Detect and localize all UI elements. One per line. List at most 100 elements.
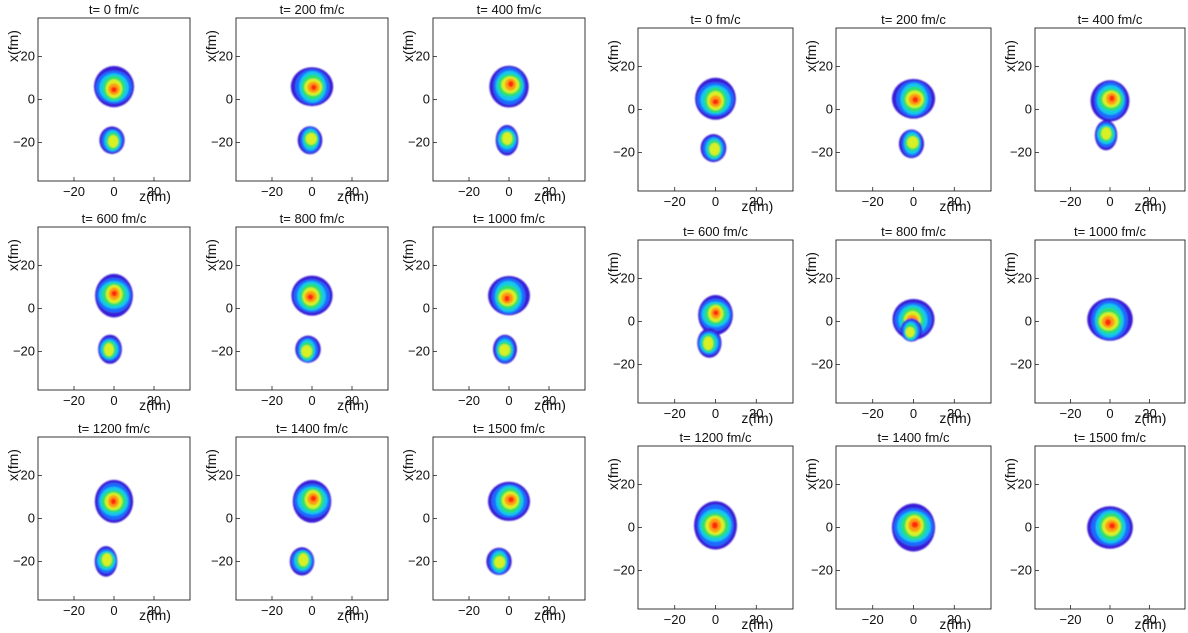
x-tick-label: 0 — [505, 603, 512, 618]
x-tick-label: −20 — [862, 194, 884, 209]
y-tick-label: −20 — [408, 553, 430, 568]
panel-title: t= 200 fm/c — [881, 12, 946, 27]
x-tick-label: 20 — [947, 194, 961, 209]
panel-title: t= 1200 fm/c — [78, 421, 150, 436]
y-axis-label: x(fm) — [803, 458, 819, 490]
y-tick-label: 0 — [1025, 102, 1032, 117]
y-tick-label: 0 — [1025, 520, 1032, 535]
x-tick-label: 0 — [505, 184, 512, 199]
y-tick-label: −20 — [613, 356, 635, 371]
x-axis-label: z(fm) — [139, 188, 171, 204]
x-tick-label: 20 — [947, 406, 961, 421]
y-tick-label: 20 — [1018, 271, 1032, 286]
density-contour — [111, 290, 118, 297]
x-tick-label: 0 — [505, 393, 512, 408]
panel-title: t= 600 fm/c — [683, 224, 748, 239]
y-tick-label: 0 — [423, 511, 430, 526]
y-axis-label: x(fm) — [605, 458, 621, 490]
x-tick-label: 20 — [147, 603, 161, 618]
y-axis-label: x(fm) — [1002, 40, 1018, 72]
y-tick-label: 20 — [819, 59, 833, 74]
y-axis-label: x(fm) — [203, 239, 219, 271]
x-tick-label: −20 — [1059, 612, 1081, 627]
y-tick-label: 0 — [826, 314, 833, 329]
y-tick-label: −20 — [211, 343, 233, 358]
y-tick-label: 20 — [219, 468, 233, 483]
y-tick-label: 20 — [21, 468, 35, 483]
x-tick-label: −20 — [63, 603, 85, 618]
y-tick-label: 20 — [219, 49, 233, 64]
y-tick-label: −20 — [613, 144, 635, 159]
panel-title: t= 1000 fm/c — [1074, 224, 1146, 239]
x-tick-label: 20 — [1142, 406, 1156, 421]
y-tick-label: −20 — [613, 562, 635, 577]
density-contour — [905, 326, 915, 338]
x-tick-label: 20 — [147, 393, 161, 408]
x-axis-label: z(fm) — [139, 397, 171, 413]
panel-title: t= 800 fm/c — [280, 211, 345, 226]
y-tick-label: 20 — [621, 477, 635, 492]
y-axis-label: x(fm) — [605, 252, 621, 284]
y-tick-label: 0 — [628, 102, 635, 117]
density-contour — [110, 86, 118, 93]
x-tick-label: −20 — [862, 612, 884, 627]
y-axis-label: x(fm) — [605, 40, 621, 72]
y-tick-label: 0 — [628, 314, 635, 329]
x-tick-label: 0 — [308, 393, 315, 408]
density-contour — [494, 556, 505, 569]
x-tick-label: −20 — [63, 393, 85, 408]
x-tick-label: −20 — [1059, 406, 1081, 421]
y-axis-label: x(fm) — [400, 449, 416, 481]
x-tick-label: 0 — [910, 612, 917, 627]
x-tick-label: −20 — [664, 406, 686, 421]
x-tick-label: 20 — [749, 194, 763, 209]
y-tick-label: −20 — [13, 343, 35, 358]
y-tick-label: 20 — [819, 477, 833, 492]
y-axis-label: x(fm) — [203, 449, 219, 481]
x-axis-label: z(fm) — [741, 410, 773, 426]
x-tick-label: 0 — [910, 406, 917, 421]
y-tick-label: 0 — [28, 511, 35, 526]
x-tick-label: 20 — [345, 393, 359, 408]
y-tick-label: −20 — [1010, 144, 1032, 159]
x-tick-label: −20 — [458, 393, 480, 408]
y-tick-label: −20 — [211, 134, 233, 149]
y-axis-label: x(fm) — [203, 30, 219, 62]
x-tick-label: −20 — [63, 184, 85, 199]
y-tick-label: −20 — [1010, 562, 1032, 577]
x-axis-label: z(fm) — [741, 616, 773, 632]
y-tick-label: −20 — [1010, 356, 1032, 371]
x-tick-label: 0 — [110, 393, 117, 408]
density-contour — [101, 553, 112, 567]
density-contour — [307, 294, 314, 300]
x-tick-label: −20 — [664, 194, 686, 209]
x-axis-label: z(fm) — [337, 397, 369, 413]
y-tick-label: −20 — [408, 343, 430, 358]
x-tick-label: 0 — [308, 184, 315, 199]
x-axis-label: z(fm) — [534, 397, 566, 413]
y-tick-label: −20 — [13, 553, 35, 568]
x-tick-label: 20 — [345, 603, 359, 618]
x-tick-label: −20 — [664, 612, 686, 627]
x-axis-label: z(fm) — [139, 607, 171, 623]
y-tick-label: 0 — [423, 92, 430, 107]
y-tick-label: 0 — [628, 520, 635, 535]
y-tick-label: −20 — [811, 562, 833, 577]
x-axis-label: z(fm) — [1135, 410, 1167, 426]
panel-title: t= 400 fm/c — [477, 2, 542, 17]
x-tick-label: −20 — [458, 603, 480, 618]
x-tick-label: −20 — [261, 393, 283, 408]
y-tick-label: −20 — [408, 134, 430, 149]
y-tick-label: −20 — [13, 134, 35, 149]
y-tick-label: 20 — [416, 468, 430, 483]
x-tick-label: 0 — [110, 603, 117, 618]
y-axis-label: x(fm) — [5, 239, 21, 271]
